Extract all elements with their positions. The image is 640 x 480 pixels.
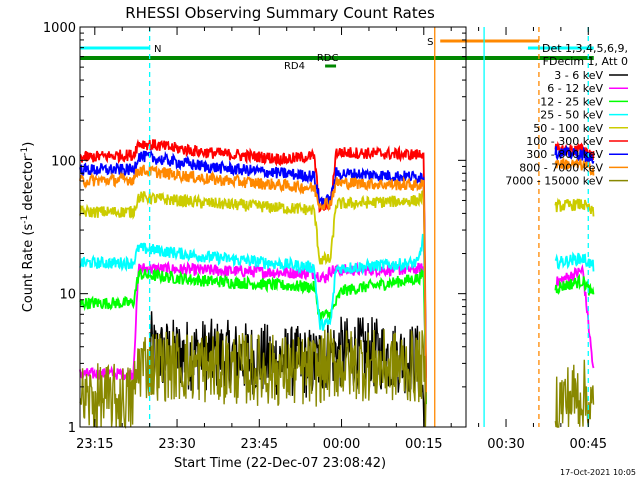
legend-label-50-100-kev: 50 - 100 keV: [533, 122, 603, 135]
series-line-12-25-kev-0: [79, 267, 427, 405]
plot-frame: [79, 26, 467, 428]
legend-label-6-12-kev: 6 - 12 keV: [547, 82, 603, 95]
legend-label-7000-15000-kev: 7000 - 15000 keV: [505, 175, 603, 188]
series-line-50-100-kev-0: [79, 187, 427, 389]
legend-label-800-7000-kev: 800 - 7000 keV: [519, 161, 603, 174]
series-line-7000-15000-kev-1: [554, 359, 595, 428]
chart-title: RHESSI Observing Summary Count Rates: [125, 4, 435, 22]
series-line-300-800-kev-0: [79, 148, 427, 393]
y-axis-label: Count Rate (s-1 detector-1): [20, 142, 36, 313]
event-vlines: [148, 27, 589, 427]
series-line-6-12-kev-1: [554, 263, 595, 369]
series-line-100-300-kev-0: [79, 138, 427, 379]
legend-label-12-25-kev: 12 - 25 keV: [540, 95, 603, 108]
x-tick-label-00-00: 00:00: [323, 437, 360, 452]
y-tick-label-10: 10: [59, 288, 76, 303]
series-lines: [79, 138, 595, 429]
flag-label-rd4: RD4: [284, 61, 305, 72]
series-line-7000-15000-kev-0: [79, 329, 427, 429]
flag-label-s: S: [427, 37, 433, 48]
x-tick-label-23-30: 23:30: [158, 437, 195, 452]
x-tick-label-23-15: 23:15: [76, 437, 113, 452]
legend-label-25-50-kev: 25 - 50 keV: [540, 109, 603, 122]
legend-label-100-300-kev: 100 - 300 keV: [526, 135, 603, 148]
series-line-3-6-kev-0: [148, 311, 427, 428]
y-tick-label-100: 100: [51, 154, 76, 169]
x-tick-label-00-30: 00:30: [487, 437, 524, 452]
legend-label-3-6-kev: 3 - 6 keV: [554, 69, 603, 82]
y-tick-label-1: 1: [68, 421, 76, 436]
series-line-800-7000-kev-0: [79, 164, 427, 394]
series-line-25-50-kev-0: [79, 233, 427, 391]
series-line-50-100-kev-1: [554, 197, 595, 217]
x-tick-label-00-15: 00:15: [405, 437, 442, 452]
x-tick-label-00-45: 00:45: [570, 437, 607, 452]
y-tick-label-1000: 1000: [43, 21, 76, 36]
footer-date: 17-Oct-2021 10:05: [560, 468, 636, 477]
series-line-12-25-kev-1: [554, 273, 595, 296]
x-axis-label: Start Time (22-Dec-07 23:08:42): [174, 456, 386, 471]
series-line-6-12-kev-0: [79, 260, 427, 402]
series-line-300-800-kev-1: [554, 144, 595, 165]
y-axis-ticks: 1 10 100 1000: [43, 21, 466, 436]
legend: Det 1,3,4,5,6,9, FDecim 1, Att 0 3 - 6 k…: [505, 42, 628, 188]
x-axis-ticks: 23:15 23:30 23:45 00:00 00:15 00:30 00:45: [76, 27, 607, 452]
legend-header-line-1: Det 1,3,4,5,6,9,: [542, 42, 628, 55]
series-line-25-50-kev-1: [554, 251, 595, 272]
flag-label-n: N: [154, 44, 161, 55]
flag-bars: N S RDC RD4: [80, 37, 594, 72]
legend-header-line-2: FDecim 1, Att 0: [543, 55, 628, 68]
series-line-800-7000-kev-1: [554, 158, 595, 176]
x-tick-label-23-45: 23:45: [241, 437, 278, 452]
flag-label-rdc: RDC: [317, 53, 339, 64]
legend-label-300-800-kev: 300 - 800 keV: [526, 148, 603, 161]
